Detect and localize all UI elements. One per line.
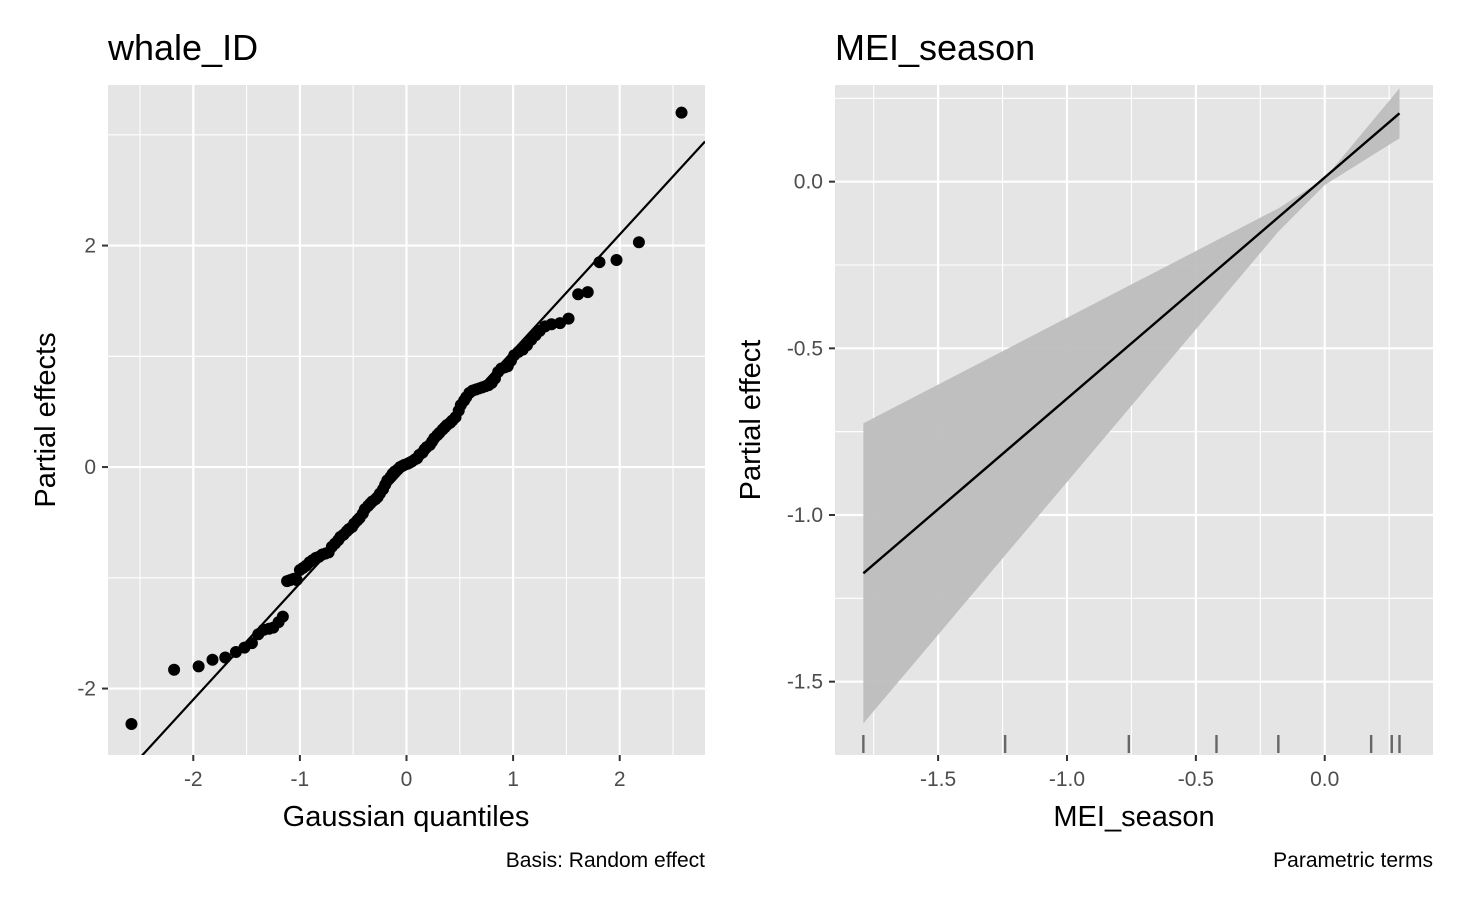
y-tick-label: 2 [84, 235, 96, 258]
scatter-point [572, 288, 585, 301]
x-tick-label: -0.5 [1178, 768, 1214, 791]
whale-id-caption: Basis: Random effect [506, 849, 705, 872]
mei-season-caption: Parametric terms [1273, 849, 1433, 872]
y-tick-label: -0.5 [787, 337, 823, 360]
whale-id-gridlines [108, 85, 705, 755]
y-tick-label: -2 [77, 678, 96, 701]
scatter-point [192, 660, 205, 673]
whale-id-title: whale_ID [107, 27, 258, 68]
scatter-point [206, 653, 219, 666]
y-tick-label: 0 [84, 456, 96, 479]
x-tick-label: 0 [401, 768, 413, 791]
mei-season-title: MEI_season [835, 27, 1035, 68]
scatter-point [632, 236, 645, 249]
whale-id-marks [125, 106, 705, 755]
scatter-point [245, 637, 258, 650]
x-tick-label: -1.5 [920, 768, 956, 791]
scatter-point [168, 663, 181, 676]
mei-season-ticks: -1.5 -1.0 -0.5 0.0 -1.5 -1.0 -0.5 0.0 [787, 171, 1340, 791]
mei-season-x-axis-title: MEI_season [1053, 801, 1214, 833]
confidence-ribbon [863, 88, 1400, 724]
scatter-point [219, 651, 232, 664]
scatter-point [675, 106, 688, 119]
whale-id-y-axis-title: Partial effects [30, 332, 62, 507]
y-tick-label: -1.0 [787, 504, 823, 527]
whale-id-ticks: -2 -1 0 1 2 -2 0 2 [77, 235, 625, 791]
x-tick-label: 0.0 [1310, 768, 1339, 791]
scatter-point [562, 312, 575, 325]
scatter-point [610, 253, 623, 266]
x-tick-label: -2 [184, 768, 203, 791]
scatter-point [276, 610, 289, 623]
mei-season-y-axis-title: Partial effect [735, 340, 767, 501]
scatter-point [581, 286, 594, 299]
x-tick-label: -1 [291, 768, 310, 791]
mei-season-marks [862, 88, 1401, 753]
x-tick-label: 1 [507, 768, 519, 791]
scatter-point [125, 717, 138, 730]
whale-id-panel: whale_ID -2 -1 0 1 2-202 Gaussian quantiles … [30, 27, 705, 872]
x-tick-label: 2 [614, 768, 626, 791]
scatter-point [290, 574, 303, 587]
mei-season-panel: MEI_season -1.5 -1.0 -0.5 0.0 -1.5 -1.0 -0.5 0.… [735, 27, 1433, 872]
x-tick-label: -1.0 [1049, 768, 1085, 791]
effect-line [862, 112, 1401, 575]
scatter-point [593, 256, 606, 269]
y-tick-label: -1.5 [787, 671, 823, 694]
whale-id-x-axis-title: Gaussian quantiles [283, 801, 530, 833]
y-tick-label: 0.0 [794, 171, 823, 194]
